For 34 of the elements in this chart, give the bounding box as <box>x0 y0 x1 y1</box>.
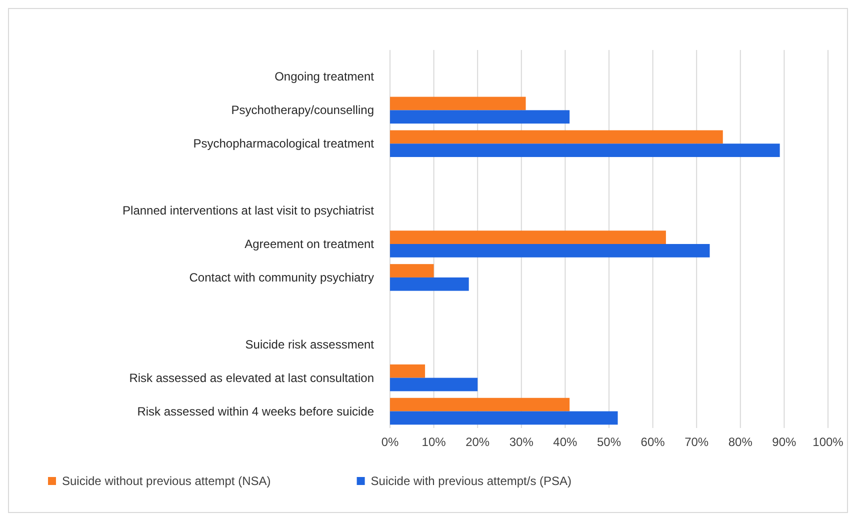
y-tick-label: Suicide risk assessment <box>245 337 375 352</box>
x-tick-label: 30% <box>509 435 534 449</box>
y-tick-label: Agreement on treatment <box>244 237 375 251</box>
legend-label: Suicide without previous attempt (NSA) <box>62 474 271 488</box>
bar <box>390 264 434 278</box>
bar <box>390 277 469 291</box>
y-tick-label: Psychopharmacological treatment <box>193 136 375 151</box>
x-tick-label: 40% <box>553 435 578 449</box>
x-tick-label: 0% <box>381 435 399 449</box>
x-tick-label: 10% <box>422 435 446 449</box>
y-tick-label: Risk assessed within 4 weeks before suicide <box>137 404 374 418</box>
bar <box>390 96 526 110</box>
legend-label: Suicide with previous attempt/s (PSA) <box>370 474 572 488</box>
bar <box>390 364 426 378</box>
bar <box>390 398 570 412</box>
x-tick-label: 90% <box>772 435 797 449</box>
y-tick-label: Planned interventions at last visit to psychiatrist <box>122 204 375 218</box>
bar <box>390 411 618 425</box>
y-tick-label: Psychotherapy/counselling <box>231 103 374 118</box>
bar <box>390 130 723 144</box>
bar <box>390 244 710 258</box>
y-tick-label: Contact with community psychiatry <box>189 270 374 284</box>
bar <box>390 144 780 158</box>
x-tick-label: 70% <box>684 435 709 449</box>
bar <box>390 230 666 244</box>
bar <box>390 378 478 392</box>
y-tick-label: Ongoing treatment <box>274 70 375 84</box>
y-tick-label: Risk assessed as elevated at last consultation <box>129 370 374 385</box>
x-tick-label: 60% <box>640 435 666 449</box>
bar <box>390 110 570 124</box>
x-tick-label: 100% <box>812 435 844 449</box>
x-tick-label: 50% <box>596 435 622 449</box>
x-tick-label: 20% <box>466 435 490 449</box>
x-tick-label: 80% <box>728 435 753 449</box>
